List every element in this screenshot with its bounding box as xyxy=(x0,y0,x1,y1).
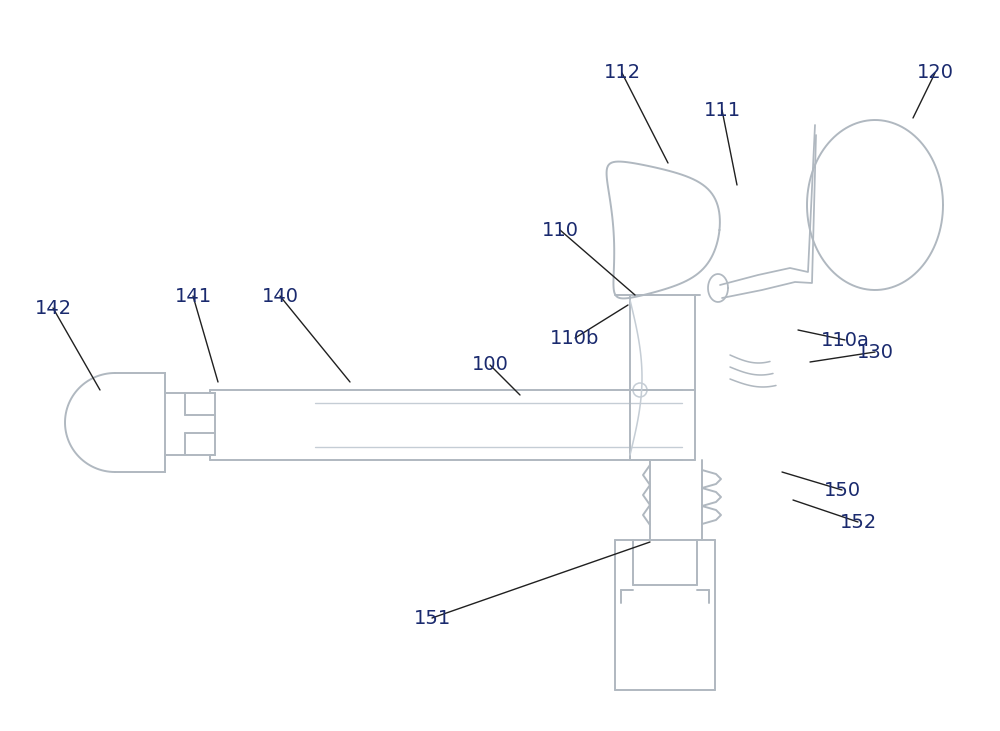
Text: 120: 120 xyxy=(916,64,954,83)
Text: 111: 111 xyxy=(703,100,741,119)
Text: 142: 142 xyxy=(34,298,72,317)
Text: 112: 112 xyxy=(603,64,641,83)
Text: 152: 152 xyxy=(839,512,877,531)
Text: 110b: 110b xyxy=(550,328,600,347)
Text: 110: 110 xyxy=(542,221,578,240)
Text: 140: 140 xyxy=(262,287,298,306)
Text: 141: 141 xyxy=(174,287,212,306)
Text: 110a: 110a xyxy=(821,330,869,349)
Text: 130: 130 xyxy=(856,343,894,362)
Text: 151: 151 xyxy=(413,608,451,627)
Text: 100: 100 xyxy=(472,355,508,374)
Text: 150: 150 xyxy=(823,480,861,499)
